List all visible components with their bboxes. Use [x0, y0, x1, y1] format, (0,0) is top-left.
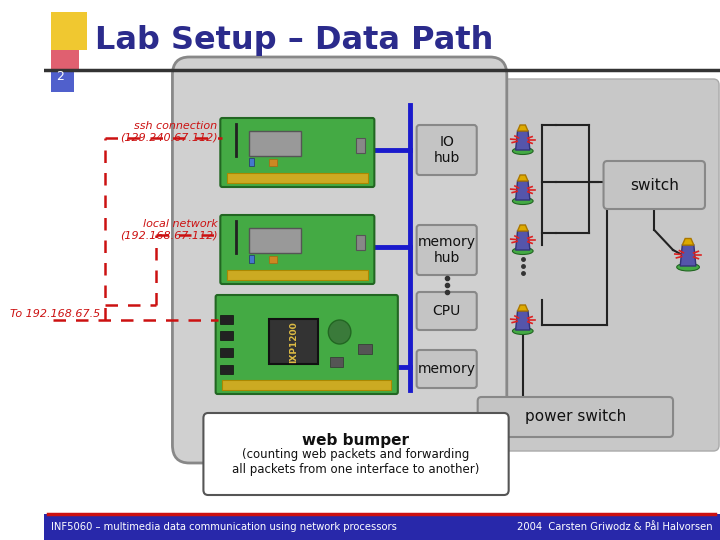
Bar: [222, 380, 391, 390]
Text: 2: 2: [56, 71, 64, 84]
FancyBboxPatch shape: [417, 225, 477, 275]
Ellipse shape: [677, 263, 699, 271]
FancyBboxPatch shape: [477, 397, 673, 437]
Text: switch: switch: [630, 178, 679, 192]
Polygon shape: [516, 131, 530, 150]
Ellipse shape: [513, 147, 533, 154]
Bar: [220, 365, 233, 374]
Text: ssh connection
(129.240.67.112): ssh connection (129.240.67.112): [120, 121, 217, 143]
Polygon shape: [683, 239, 694, 245]
Text: power switch: power switch: [525, 409, 626, 424]
Bar: [220, 315, 233, 324]
Polygon shape: [516, 231, 530, 250]
Bar: [248, 131, 301, 156]
Text: 2004  Carsten Griwodz & Pål Halvorsen: 2004 Carsten Griwodz & Pål Halvorsen: [517, 522, 713, 532]
Bar: [51, 64, 74, 92]
Bar: [269, 159, 276, 165]
FancyBboxPatch shape: [215, 295, 398, 394]
Text: web bumper: web bumper: [302, 433, 409, 448]
FancyBboxPatch shape: [204, 413, 508, 495]
FancyBboxPatch shape: [417, 350, 477, 388]
Bar: [227, 173, 368, 183]
Bar: [330, 357, 343, 367]
Ellipse shape: [513, 198, 533, 205]
Ellipse shape: [513, 327, 533, 334]
Bar: [51, 12, 87, 50]
Bar: [248, 228, 301, 253]
Bar: [44, 514, 720, 540]
Bar: [248, 254, 254, 262]
Bar: [356, 235, 365, 249]
Bar: [51, 42, 79, 72]
Polygon shape: [518, 175, 528, 181]
FancyBboxPatch shape: [417, 125, 477, 175]
FancyBboxPatch shape: [172, 57, 507, 463]
Circle shape: [328, 320, 351, 344]
FancyBboxPatch shape: [220, 215, 374, 284]
Text: Lab Setup – Data Path: Lab Setup – Data Path: [96, 24, 494, 56]
Text: CPU: CPU: [433, 304, 461, 318]
Bar: [248, 158, 254, 165]
Bar: [269, 255, 276, 262]
Polygon shape: [518, 125, 528, 131]
Polygon shape: [680, 245, 696, 266]
Text: local network
(192.168.67.112): local network (192.168.67.112): [120, 219, 217, 241]
Text: memory
hub: memory hub: [418, 235, 476, 265]
Polygon shape: [516, 181, 530, 200]
FancyBboxPatch shape: [417, 292, 477, 330]
FancyBboxPatch shape: [603, 161, 705, 209]
Text: IO
hub: IO hub: [433, 135, 460, 165]
Bar: [227, 270, 368, 280]
Bar: [220, 348, 233, 357]
Polygon shape: [518, 225, 528, 231]
Polygon shape: [518, 305, 528, 311]
Polygon shape: [516, 311, 530, 330]
Text: IXP1200: IXP1200: [289, 321, 298, 363]
Text: memory: memory: [418, 362, 476, 376]
Bar: [269, 319, 318, 364]
Ellipse shape: [513, 247, 533, 254]
Bar: [220, 331, 233, 340]
FancyBboxPatch shape: [220, 118, 374, 187]
Bar: [356, 138, 365, 152]
Bar: [359, 344, 372, 354]
Text: INF5060 – multimedia data communication using network processors: INF5060 – multimedia data communication …: [51, 522, 397, 532]
Text: To 192.168.67.5: To 192.168.67.5: [10, 309, 100, 319]
Text: (counting web packets and forwarding
all packets from one interface to another): (counting web packets and forwarding all…: [232, 448, 480, 476]
FancyBboxPatch shape: [465, 79, 719, 451]
